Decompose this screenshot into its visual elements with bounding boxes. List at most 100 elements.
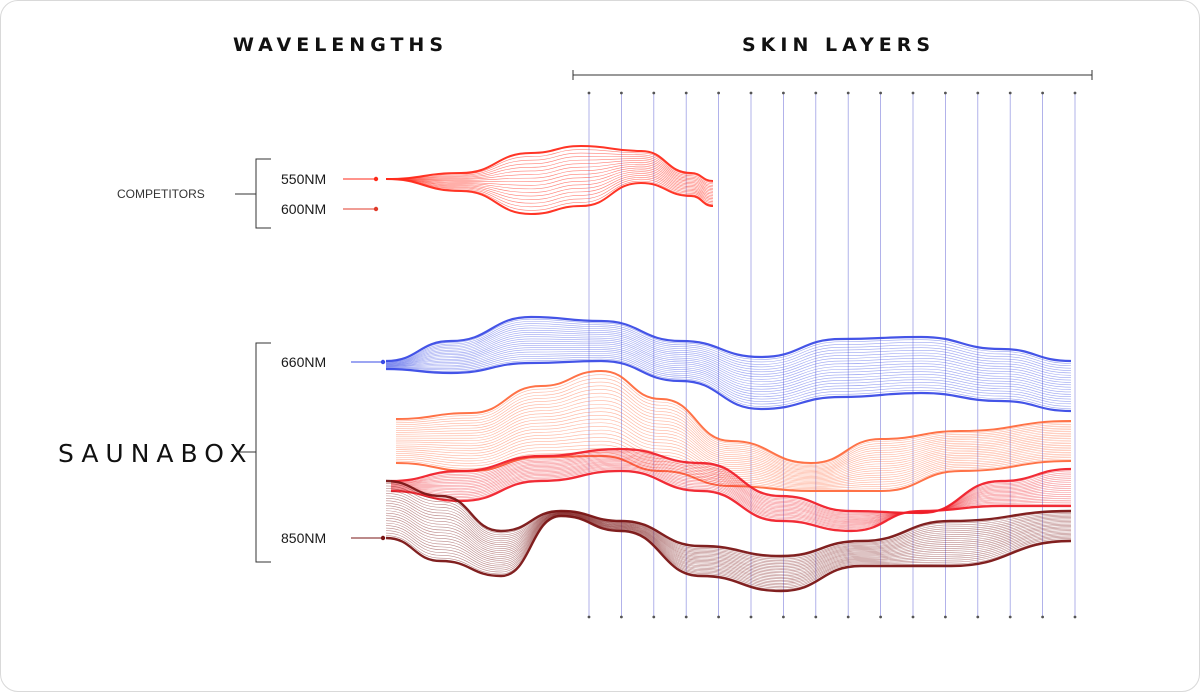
skin-layer-bottom-dot bbox=[717, 615, 720, 619]
saunabox-660nm-wave-bundle-strand bbox=[385, 323, 1072, 369]
saunabox-850nm-wave-bundle-strand bbox=[385, 514, 1072, 581]
saunabox-mid-wave-bundle-strand bbox=[395, 415, 1072, 478]
marker-600nm-dot bbox=[373, 206, 379, 212]
saunabox-850nm-wave-bundle-strand bbox=[385, 493, 1072, 564]
saunabox-850nm-wave-bundle bbox=[385, 479, 1072, 593]
saunabox-mid-wave-bundle-strand bbox=[395, 418, 1072, 480]
wavelength-label-600nm: 600NM bbox=[281, 201, 327, 217]
wavelengths-heading: WAVELENGTHS bbox=[233, 34, 448, 56]
group-brackets bbox=[235, 158, 386, 563]
saunabox-660nm-wave-bundle-strand bbox=[385, 358, 1072, 409]
saunabox-660nm-wave-bundle-strand bbox=[385, 334, 1072, 381]
saunabox-mid-wave-bundle-strand bbox=[395, 448, 1072, 489]
saunabox-660nm-wave-bundle-strand bbox=[385, 351, 1072, 400]
saunabox-850nm-wave-bundle-strand bbox=[385, 514, 1072, 583]
competitors-wave-bundle-strand bbox=[385, 169, 714, 197]
saunabox-red-wave-bundle-strand bbox=[390, 449, 1072, 514]
saunabox-mid-wave-bundle-strand bbox=[395, 369, 1072, 465]
skin-layer-bottom-dot bbox=[1008, 615, 1012, 619]
saunabox-mid-wave-bundle-strand bbox=[395, 433, 1072, 484]
skin-layer-top-dot bbox=[911, 91, 915, 95]
skin-layer-top-dot bbox=[976, 91, 980, 95]
saunabox-660nm-wave-bundle-strand bbox=[385, 318, 1072, 364]
skin-layer-top-dot bbox=[846, 91, 850, 95]
skin-layer-bottom-dot bbox=[782, 615, 785, 619]
competitors-wave-bundle-strand bbox=[385, 152, 714, 185]
saunabox-850nm-wave-bundle-strand bbox=[385, 495, 1072, 566]
saunabox-660nm-wave-bundle-strand bbox=[385, 338, 1072, 386]
saunabox-850nm-wave-bundle-strand bbox=[385, 490, 1072, 563]
wavelength-label-550nm: 550NM bbox=[281, 171, 327, 187]
saunabox-mid-wave-bundle-strand bbox=[395, 403, 1072, 475]
skin-layer-top-dot bbox=[1073, 91, 1077, 95]
saunabox-red-wave-bundle-strand bbox=[390, 457, 1072, 520]
saunabox-red-wave-bundle-strand bbox=[390, 463, 1072, 525]
saunabox-red-wave-bundle-strand bbox=[390, 454, 1072, 517]
skin-layer-top-dot bbox=[782, 91, 785, 95]
saunabox-red-wave-bundle-strand bbox=[390, 466, 1072, 528]
saunabox-red-wave-bundle-strand bbox=[390, 452, 1072, 515]
competitors-wave-bundle-strand bbox=[385, 144, 714, 182]
saunabox-850nm-wave-bundle-strand bbox=[385, 483, 1072, 558]
skin-layer-bottom-dot bbox=[620, 615, 623, 619]
skin-layer-bottom-dot bbox=[846, 615, 850, 619]
saunabox-mid-wave-bundle-strand bbox=[395, 400, 1072, 474]
saunabox-850nm-wave-bundle-strand bbox=[385, 498, 1072, 567]
saunabox-red-wave-bundle-strand bbox=[390, 455, 1072, 518]
saunabox-660nm-wave-bundle-strand bbox=[385, 340, 1072, 388]
saunabox-850nm-wave-bundle-strand bbox=[385, 507, 1072, 574]
saunabox-850nm-wave-bundle-strand bbox=[385, 514, 1072, 586]
saunabox-850nm-wave-bundle-strand bbox=[385, 515, 1072, 589]
wavelength-label-660nm: 660NM bbox=[281, 354, 327, 370]
saunabox-660nm-wave-bundle-strand bbox=[385, 329, 1072, 376]
saunabox-660nm-wave-bundle-strand bbox=[385, 315, 1072, 363]
competitors-wave-bundle-strand bbox=[385, 161, 714, 191]
saunabox-660nm-wave-bundle-strand bbox=[385, 356, 1072, 407]
saunabox-660nm-wave-bundle bbox=[385, 315, 1072, 413]
saunabox-mid-wave-bundle-strand bbox=[395, 389, 1072, 470]
competitors-wave-bundle-strand bbox=[385, 167, 714, 195]
saunabox-660nm-wave-bundle-strand bbox=[385, 359, 1072, 413]
saunabox-mid-wave-bundle-strand bbox=[395, 374, 1072, 465]
saunabox-660nm-wave-bundle-strand bbox=[385, 342, 1072, 390]
saunabox-850nm-wave-bundle-strand bbox=[385, 515, 1072, 587]
skin-layer-bottom-dot bbox=[814, 615, 818, 619]
saunabox-red-wave-bundle-strand bbox=[390, 447, 1072, 515]
saunabox-660nm-wave-bundle-strand bbox=[385, 347, 1072, 395]
saunabox-660nm-wave-bundle-strand bbox=[385, 349, 1072, 398]
saunabox-red-wave-bundle-strand bbox=[390, 469, 1071, 533]
competitors-wave-bundle-strand bbox=[385, 165, 714, 194]
saunabox-mid-wave-bundle-strand bbox=[395, 407, 1072, 476]
saunabox-660nm-wave-bundle-strand bbox=[385, 353, 1072, 402]
saunabox-850nm-wave-bundle-strand bbox=[385, 514, 1072, 584]
skin-layer-bottom-dot bbox=[944, 615, 947, 619]
competitors-label: COMPETITORS bbox=[117, 187, 205, 201]
saunabox-red-wave-bundle-strand bbox=[390, 456, 1072, 519]
saunabox-660nm-wave-bundle-strand bbox=[385, 336, 1072, 383]
skin-layer-top-dot bbox=[587, 91, 591, 95]
competitors-wave-bundle-strand bbox=[385, 156, 714, 186]
saunabox-850nm-wave-bundle-strand bbox=[385, 479, 1072, 558]
skin-layer-bottom-dot bbox=[976, 615, 980, 619]
saunabox-660nm-wave-bundle-strand bbox=[385, 327, 1072, 374]
wavelength-label-850nm: 850NM bbox=[281, 530, 327, 546]
marker-850nm-dot bbox=[380, 535, 386, 541]
saunabox-660nm-wave-bundle-strand bbox=[385, 325, 1072, 371]
saunabox-mid-wave-bundle-strand bbox=[395, 378, 1072, 466]
saunabox-660nm-wave-bundle-strand bbox=[385, 345, 1072, 393]
saunabox-red-wave-bundle bbox=[390, 447, 1072, 533]
saunabox-850nm-wave-bundle-strand bbox=[385, 505, 1072, 572]
skin-layer-top-dot bbox=[620, 91, 623, 95]
saunabox-mid-wave-bundle-strand bbox=[395, 454, 1072, 493]
skin-layer-bottom-dot bbox=[911, 615, 915, 619]
saunabox-850nm-wave-bundle-strand bbox=[385, 488, 1072, 561]
competitors-wave-bundle-strand bbox=[385, 175, 714, 201]
skin-layer-top-dot bbox=[944, 91, 947, 95]
skin-layer-top-dot bbox=[814, 91, 818, 95]
competitors-wave-bundle-strand bbox=[385, 158, 714, 188]
skin-layer-bottom-dot bbox=[652, 615, 656, 619]
saunabox-660nm-wave-bundle-strand bbox=[385, 321, 1072, 367]
saunabox-850nm-wave-bundle-strand bbox=[385, 510, 1072, 575]
wave-bundles bbox=[385, 144, 1072, 593]
